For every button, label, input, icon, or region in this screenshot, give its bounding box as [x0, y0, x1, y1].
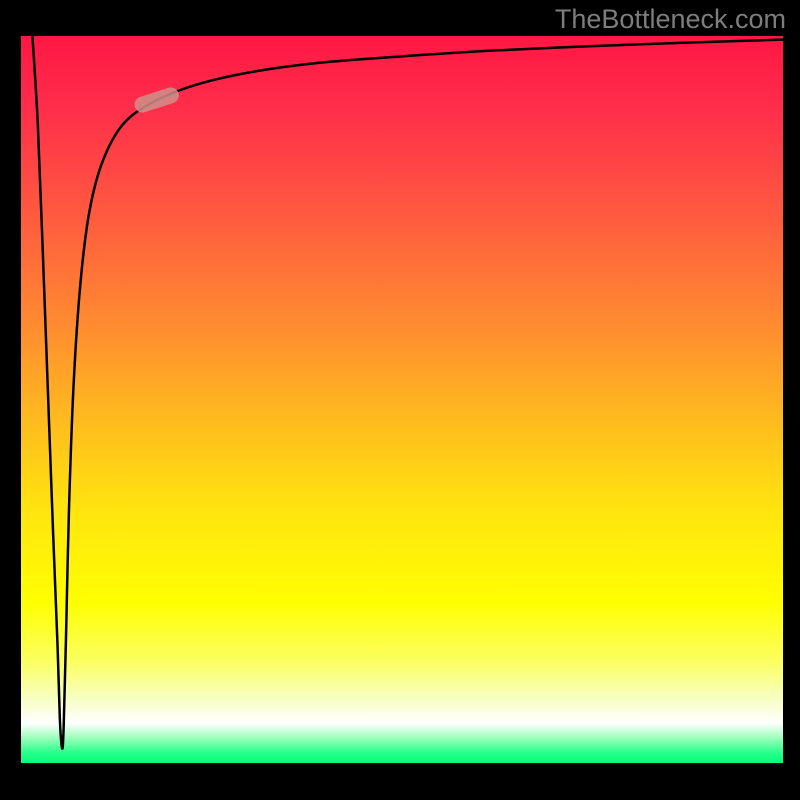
watermark-label: TheBottleneck.com — [555, 4, 786, 35]
stage: TheBottleneck.com — [0, 0, 800, 800]
plot-area — [21, 36, 783, 763]
